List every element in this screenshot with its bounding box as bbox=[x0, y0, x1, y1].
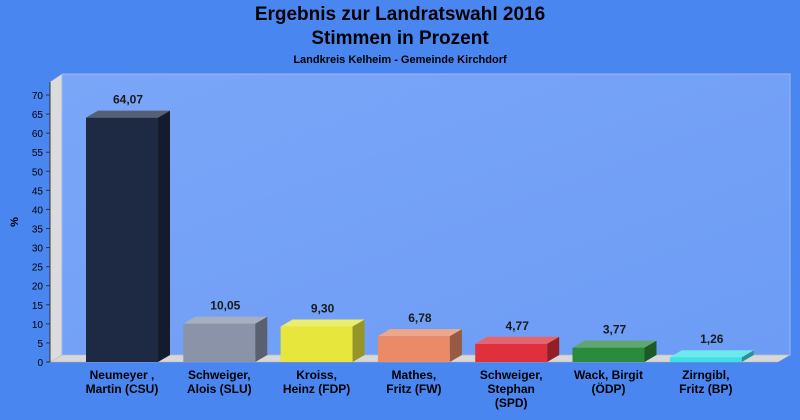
y-tick-label: 55 bbox=[32, 148, 44, 159]
x-tick-label: Zirngibl, Fritz (BP) bbox=[679, 368, 732, 396]
chart-caption: Landkreis Kelheim - Gemeinde Kirchdorf bbox=[293, 54, 507, 66]
bar-side bbox=[741, 350, 754, 362]
x-tick-label-line: Mathes, bbox=[392, 368, 437, 382]
y-tick-label: 60 bbox=[32, 129, 44, 140]
bar-value-label: 9,30 bbox=[311, 302, 335, 316]
x-tick-label-line: Stephan bbox=[488, 382, 535, 396]
bar-front bbox=[86, 117, 158, 362]
bar-top bbox=[183, 316, 268, 324]
x-tick-label-line: Alois (SLU) bbox=[187, 382, 252, 396]
y-tick-label: 45 bbox=[32, 186, 44, 197]
bar-value-label: 3,77 bbox=[603, 323, 627, 337]
y-tick-label: 15 bbox=[32, 301, 44, 312]
y-tick-label: 10 bbox=[32, 320, 44, 331]
bar-front bbox=[572, 347, 645, 362]
x-tick-label-line: Fritz (BP) bbox=[679, 382, 732, 396]
bar-side bbox=[449, 329, 462, 362]
bar bbox=[280, 319, 365, 362]
x-tick-label-line: Schweiger, bbox=[480, 368, 543, 382]
bar-value-label: 4,77 bbox=[506, 319, 530, 333]
bar-front bbox=[475, 343, 548, 362]
x-tick-label: Neumeyer , Martin (CSU) bbox=[86, 368, 159, 396]
x-tick-label-line: Kroiss, bbox=[296, 368, 337, 382]
x-tick-label-line: (ÖDP) bbox=[592, 381, 626, 396]
x-tick-label-line: Martin (CSU) bbox=[86, 382, 159, 396]
y-tick-label: 0 bbox=[37, 358, 43, 369]
bar-side bbox=[547, 336, 560, 362]
x-tick-label-line: (SPD) bbox=[495, 396, 528, 410]
plot-back-wall bbox=[61, 73, 791, 356]
x-tick-label: Mathes, Fritz (FW) bbox=[386, 368, 441, 396]
x-tick-label: Schweiger, Alois (SLU) bbox=[187, 368, 252, 396]
x-tick-label: Schweiger, Stephan (SPD) bbox=[480, 368, 543, 410]
bar-side bbox=[352, 319, 365, 362]
bar bbox=[669, 350, 754, 362]
y-tick-label: 50 bbox=[32, 167, 44, 178]
x-tick-label-line: Zirngibl, bbox=[682, 368, 729, 382]
bar-top bbox=[280, 319, 365, 327]
x-tick-label-line: Heinz (FDP) bbox=[283, 382, 350, 396]
bar-side bbox=[255, 316, 268, 362]
bar bbox=[86, 110, 170, 362]
x-tick-label: Wack, Birgit (ÖDP) bbox=[574, 368, 643, 396]
y-tick-label: 20 bbox=[32, 282, 44, 293]
y-axis-label: % bbox=[9, 217, 21, 227]
bar-side bbox=[644, 340, 657, 362]
bar-value-label: 10,05 bbox=[210, 299, 240, 313]
x-tick-label-line: Wack, Birgit bbox=[574, 368, 643, 382]
bar-value-label: 1,26 bbox=[700, 332, 724, 346]
bar-value-label: 64,07 bbox=[113, 93, 143, 107]
bar-front bbox=[669, 357, 742, 362]
bar-value-label: 6,78 bbox=[408, 311, 432, 325]
y-tick-label: 30 bbox=[32, 244, 44, 255]
chart-title: Ergebnis zur Landratswahl 2016 bbox=[254, 4, 546, 25]
x-tick-label-line: Neumeyer , bbox=[90, 368, 155, 382]
bar-top bbox=[669, 350, 754, 358]
bar-side bbox=[158, 110, 170, 362]
x-tick-label-line: Fritz (FW) bbox=[386, 382, 441, 396]
y-tick-label: 35 bbox=[32, 225, 44, 236]
bar bbox=[475, 336, 560, 362]
y-tick-label: 70 bbox=[32, 91, 44, 102]
bar-front bbox=[183, 323, 256, 362]
y-tick-label: 5 bbox=[37, 339, 43, 350]
bar-front bbox=[377, 336, 450, 362]
bar-front bbox=[280, 326, 353, 362]
bar-top bbox=[475, 336, 560, 344]
bar bbox=[377, 329, 462, 362]
chart-subtitle: Stimmen in Prozent bbox=[311, 28, 489, 49]
bar-top bbox=[572, 340, 657, 348]
bar-top bbox=[377, 329, 462, 337]
bar bbox=[572, 340, 657, 362]
bar bbox=[183, 316, 268, 362]
y-tick-label: 65 bbox=[32, 110, 44, 121]
plot-left-wall bbox=[50, 74, 62, 362]
x-tick-label: Kroiss, Heinz (FDP) bbox=[283, 368, 350, 396]
bar-top bbox=[86, 110, 170, 118]
x-tick-label-line: Schweiger, bbox=[188, 368, 251, 382]
y-tick-label: 25 bbox=[32, 263, 44, 274]
y-tick-label: 40 bbox=[32, 205, 44, 216]
